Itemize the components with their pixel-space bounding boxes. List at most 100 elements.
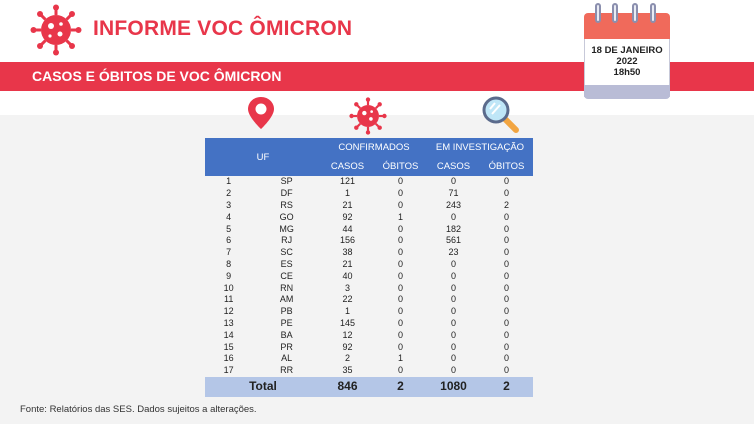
row-uf: AL	[281, 353, 293, 364]
investigation-deaths: 0	[503, 223, 509, 234]
total-investigation-cases: 1080	[427, 376, 480, 397]
row-uf: MG	[279, 223, 294, 234]
investigation-cases: 0	[450, 176, 456, 187]
calendar-ring	[650, 3, 656, 23]
row-index: 12	[223, 306, 234, 317]
confirmed-cases: 3	[344, 282, 350, 293]
row-uf: DF	[280, 188, 293, 199]
investigation-deaths: 0	[503, 211, 509, 222]
total-label: Total	[205, 376, 321, 397]
confirmed-deaths: 0	[397, 176, 403, 187]
confirmed-cases: 121	[339, 176, 356, 187]
calendar-year-line: 2022	[616, 56, 638, 67]
table-row: 11 AM 22 0 0 0	[205, 294, 533, 306]
investigation-deaths: 0	[503, 188, 509, 199]
uf-header: UF	[205, 138, 321, 176]
row-index: 13	[223, 317, 234, 328]
calendar-time-line: 18h50	[613, 67, 641, 78]
map-pin-icon	[248, 97, 274, 129]
investigation-deaths-header: ÓBITOS	[480, 157, 533, 176]
magnifier-icon	[482, 96, 519, 133]
row-uf: SC	[280, 247, 293, 258]
row-index: 16	[223, 353, 234, 364]
table-row: 15 PR 92 0 0 0	[205, 341, 533, 353]
investigation-cases: 243	[445, 199, 462, 210]
confirmed-cases: 21	[342, 258, 353, 269]
confirmed-deaths: 0	[397, 223, 403, 234]
investigation-deaths: 0	[503, 329, 509, 340]
calendar-ring	[612, 3, 618, 23]
confirmed-deaths: 0	[397, 294, 403, 305]
confirmed-cases: 21	[342, 199, 353, 210]
investigation-deaths: 0	[503, 258, 509, 269]
table-row: 1 SP 121 0 0 0	[205, 176, 533, 188]
table-row: 14 BA 12 0 0 0	[205, 329, 533, 341]
row-uf: RJ	[281, 235, 293, 246]
investigation-cases: 0	[450, 329, 456, 340]
confirmed-deaths: 1	[397, 211, 403, 222]
investigation-deaths: 0	[503, 282, 509, 293]
investigation-cases: 0	[450, 270, 456, 281]
confirmed-cases: 2	[344, 353, 350, 364]
confirmed-deaths: 0	[397, 270, 403, 281]
table-row: 4 GO 92 1 0 0	[205, 211, 533, 223]
confirmed-cases: 35	[342, 365, 353, 376]
row-index: 8	[226, 258, 232, 269]
table-row: 9 CE 40 0 0 0	[205, 270, 533, 282]
investigation-cases: 0	[450, 306, 456, 317]
row-uf: RN	[280, 282, 294, 293]
investigation-group-header: EM INVESTIGAÇÃO	[427, 138, 533, 157]
row-index: 6	[226, 235, 232, 246]
total-confirmed-cases: 846	[321, 376, 374, 397]
virus-icon	[30, 4, 82, 56]
row-uf: GO	[279, 211, 294, 222]
table-row: 2 DF 1 0 71 0	[205, 188, 533, 200]
confirmed-deaths: 0	[397, 317, 403, 328]
confirmed-cases: 145	[339, 317, 356, 328]
investigation-cases: 0	[450, 353, 456, 364]
table-row: 16 AL 2 1 0 0	[205, 353, 533, 365]
investigation-deaths: 0	[503, 247, 509, 258]
row-uf: CE	[280, 270, 293, 281]
row-index: 1	[226, 176, 232, 187]
confirmed-deaths: 0	[397, 329, 403, 340]
row-uf: PR	[280, 341, 293, 352]
row-uf: RS	[280, 199, 293, 210]
row-index: 14	[223, 329, 234, 340]
investigation-deaths: 0	[503, 341, 509, 352]
confirmed-cases: 92	[342, 341, 353, 352]
calendar-date-line: 18 DE JANEIRO	[591, 45, 663, 56]
row-uf: BA	[280, 329, 293, 340]
confirmed-deaths: 1	[397, 353, 403, 364]
calendar-ring	[595, 3, 601, 23]
investigation-deaths: 2	[503, 199, 509, 210]
table-row: 10 RN 3 0 0 0	[205, 282, 533, 294]
investigation-deaths: 0	[503, 270, 509, 281]
row-uf: RR	[280, 365, 294, 376]
table-row: 12 PB 1 0 0 0	[205, 306, 533, 318]
confirmed-cases: 156	[339, 235, 356, 246]
investigation-deaths: 0	[503, 353, 509, 364]
confirmed-deaths: 0	[397, 199, 403, 210]
row-index: 2	[226, 188, 232, 199]
investigation-deaths: 0	[503, 317, 509, 328]
row-index: 3	[226, 199, 232, 210]
confirmed-deaths: 0	[397, 365, 403, 376]
confirmed-deaths: 0	[397, 306, 403, 317]
confirmed-deaths: 0	[397, 247, 403, 258]
table-row: 17 RR 35 0 0 0	[205, 365, 533, 377]
row-uf: AM	[279, 294, 294, 305]
virus-icon	[349, 97, 387, 135]
confirmed-deaths: 0	[397, 341, 403, 352]
confirmed-deaths-header: ÓBITOS	[374, 157, 427, 176]
row-index: 4	[226, 211, 232, 222]
total-investigation-deaths: 2	[480, 376, 533, 397]
investigation-cases: 0	[450, 211, 456, 222]
investigation-cases: 23	[448, 247, 459, 258]
row-index: 5	[226, 223, 232, 234]
confirmed-cases: 12	[342, 329, 353, 340]
confirmed-cases: 92	[342, 211, 353, 222]
confirmed-cases: 1	[344, 188, 350, 199]
total-row: Total 846 2 1080 2	[205, 376, 533, 397]
row-index: 10	[223, 282, 234, 293]
